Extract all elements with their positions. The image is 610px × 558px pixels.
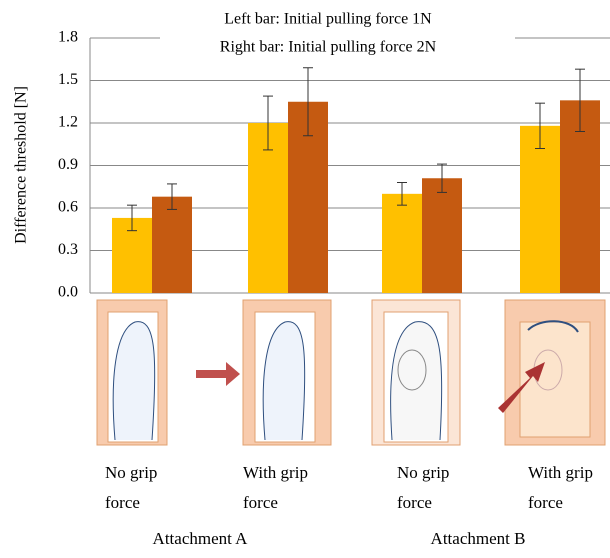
legend-box	[160, 5, 515, 60]
y-tick-label: 0.6	[58, 199, 78, 216]
illustrations	[96, 299, 606, 446]
attachment-illustration	[504, 299, 606, 446]
attachment-illustration	[371, 299, 461, 446]
bar	[382, 193, 422, 293]
category-label: No grip force	[397, 463, 450, 512]
legend-text: Right bar: Initial pulling force 2N	[220, 39, 437, 56]
group-label: Attachment B	[431, 529, 526, 548]
attachment-illustration	[242, 299, 332, 446]
category-label: With grip force	[243, 463, 308, 512]
legend-text: Left bar: Initial pulling force 1N	[224, 11, 432, 28]
category-label: With grip force	[528, 463, 593, 512]
bar	[248, 123, 288, 293]
y-tick-label: 1.2	[58, 114, 78, 131]
bar	[152, 196, 192, 293]
attachment-illustration	[96, 299, 168, 446]
y-axis-label: Difference threshold [N]	[13, 86, 30, 244]
y-tick-label: 1.8	[58, 29, 78, 46]
arrow	[196, 362, 240, 386]
bar	[422, 178, 462, 293]
y-tick-label: 1.5	[58, 71, 78, 88]
bar	[520, 125, 560, 293]
y-tick-label: 0.9	[58, 156, 78, 173]
y-tick-label: 0.3	[58, 241, 78, 258]
arrow	[498, 362, 545, 413]
bar	[560, 100, 600, 293]
category-label: No grip force	[105, 463, 158, 512]
group-label: Attachment A	[153, 529, 249, 548]
y-tick-label: 0.0	[58, 284, 78, 301]
